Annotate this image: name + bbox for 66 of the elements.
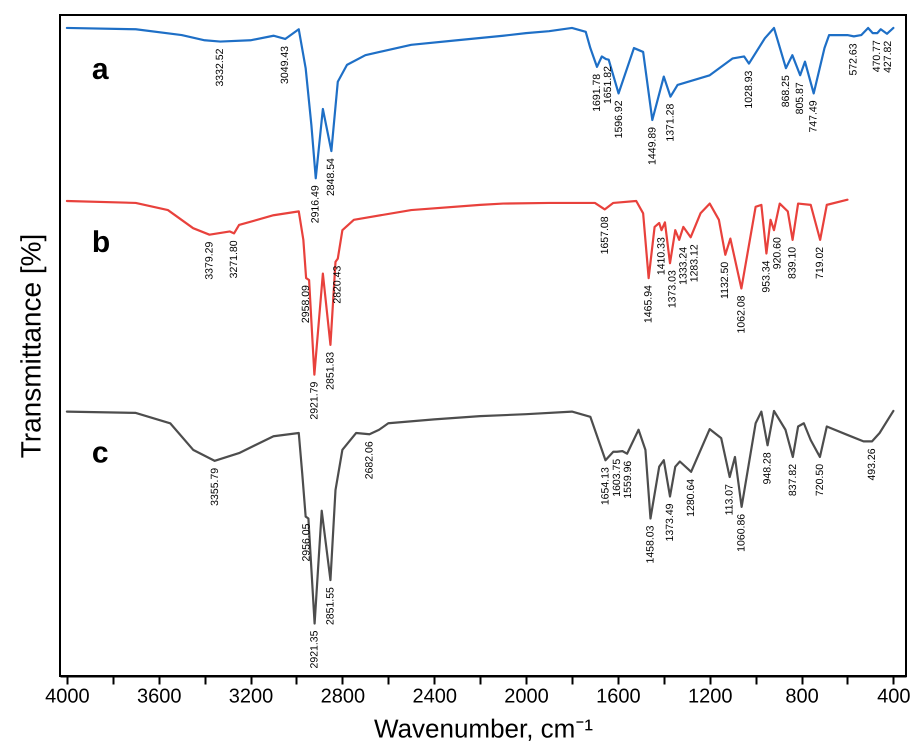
annotation: 2921.35 [308, 630, 321, 668]
annotation: 2851.83 [324, 352, 336, 390]
annotation: 747.49 [808, 100, 820, 133]
annotation: 837.82 [786, 464, 799, 496]
x-tick-label: 400 [877, 686, 911, 708]
annotation: 2921.79 [308, 382, 320, 420]
x-tick-label: 1200 [688, 686, 732, 708]
annotation: 839.10 [786, 246, 799, 279]
annotation: 2956.05 [300, 523, 313, 562]
annotation: 1657.08 [598, 216, 611, 254]
annotation: 720.50 [814, 464, 826, 496]
annotation: 1410.33 [655, 237, 668, 276]
annotation: 920.60 [771, 237, 784, 270]
series-label: c [92, 436, 109, 470]
annotation: 2682.06 [363, 441, 376, 480]
series-label: b [92, 226, 110, 259]
annotation: 1449.89 [646, 126, 658, 165]
annotation: 3355.79 [208, 468, 221, 506]
annotation: 113.07 [724, 484, 736, 516]
annotation: 572.63 [848, 43, 860, 76]
annotation: 1603.75 [611, 458, 624, 497]
annotation: 1333.24 [677, 246, 690, 285]
annotation: 3332.52 [214, 48, 226, 87]
annotation: 3049.43 [279, 46, 292, 84]
annotation: 1283.12 [688, 244, 700, 282]
annotation: 2916.49 [310, 185, 322, 224]
annotation: 1062.08 [735, 295, 748, 334]
annotation: 427.82 [882, 40, 894, 73]
x-tick-label: 3200 [228, 686, 274, 708]
annotation: 1028.93 [742, 70, 755, 109]
x-tick-label: 3600 [136, 686, 182, 708]
annotation: 493.26 [866, 448, 878, 481]
annotation: 470.77 [871, 40, 884, 72]
annotation: 1060.86 [736, 514, 748, 552]
y-axis-title: Transmittance [%] [16, 234, 46, 458]
series-label: a [92, 52, 109, 86]
annotation: 1371.28 [664, 104, 676, 142]
x-tick-label: 2800 [320, 686, 366, 708]
annotation: 948.28 [762, 452, 774, 484]
annotation: 1654.13 [599, 467, 612, 506]
annotation: 3379.29 [203, 242, 216, 280]
annotation: 1132.50 [719, 262, 732, 299]
annotation: 1651.82 [602, 66, 614, 104]
annotation: 1465.94 [642, 284, 655, 324]
annotation: 1280.64 [685, 478, 698, 517]
annotation: 2851.55 [324, 586, 337, 626]
x-tick-label: 1600 [596, 686, 641, 708]
x-tick-label: 2400 [412, 686, 457, 708]
annotation: 1691.78 [590, 74, 603, 112]
annotation: 3271.80 [228, 240, 240, 278]
annotation: 805.87 [794, 82, 806, 114]
annotation: 1373.49 [664, 503, 676, 542]
x-tick-label: 800 [785, 686, 819, 708]
x-tick-label: 2000 [504, 686, 549, 708]
annotation: 2958.09 [300, 284, 312, 324]
x-axis-title: Wavenumber, cm⁻¹ [374, 714, 594, 744]
annotation: 1596.92 [612, 100, 625, 138]
annotation: 1559.96 [622, 460, 634, 499]
annotation: 1458.03 [644, 525, 656, 564]
annotation: 2848.54 [325, 158, 338, 196]
annotation: 719.02 [814, 246, 826, 279]
x-tick-label: 4000 [45, 686, 90, 708]
annotation: 868.25 [780, 74, 792, 108]
annotation: 953.34 [760, 260, 772, 293]
annotation: 2820.43 [332, 266, 344, 304]
annotation: 1373.03 [666, 270, 678, 308]
